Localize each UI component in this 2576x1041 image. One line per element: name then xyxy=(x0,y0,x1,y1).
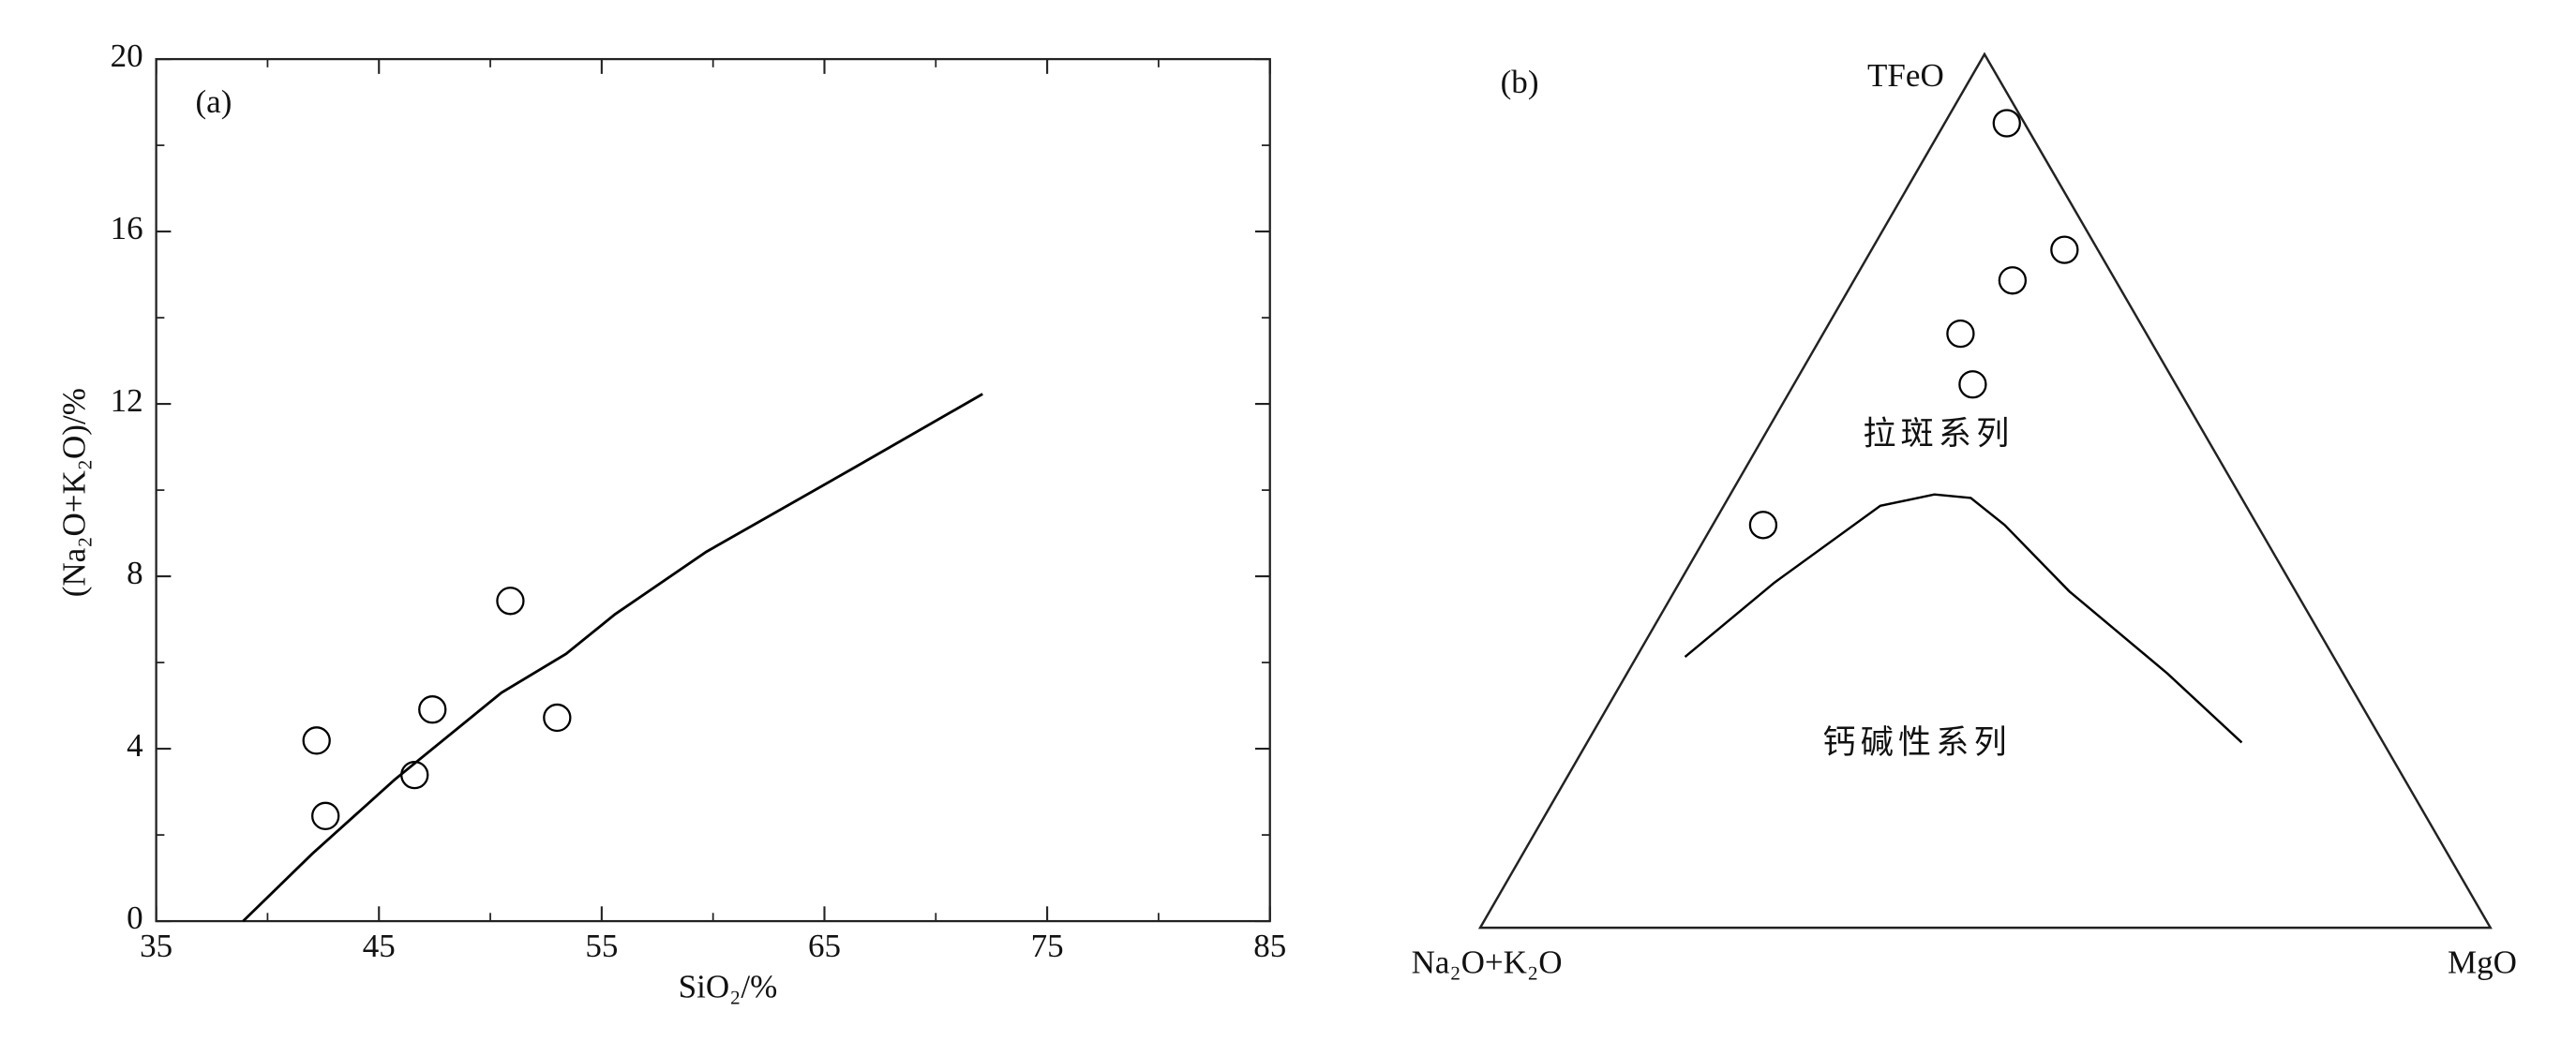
data-point xyxy=(543,703,572,733)
data-point xyxy=(418,695,447,724)
panel-label: (a) xyxy=(196,83,232,120)
y-tick-label: 12 xyxy=(111,382,143,419)
data-point xyxy=(1748,511,1778,540)
corner-label: Na₂O+K₂O xyxy=(1412,944,1563,980)
region-label: 拉斑系列 xyxy=(1863,414,2014,453)
x-tick-label: 65 xyxy=(808,928,841,964)
region-label: 钙碱性系列 xyxy=(1822,723,2011,762)
ternary-frame xyxy=(1477,52,2493,929)
x-tick-label: 45 xyxy=(363,928,396,964)
data-point xyxy=(311,801,340,830)
y-tick-label: 8 xyxy=(127,555,143,591)
y-tick-label: 20 xyxy=(111,37,143,74)
data-point xyxy=(1992,109,2021,138)
panel-label: (b) xyxy=(1501,64,1539,100)
data-point xyxy=(1998,266,2028,295)
x-tick-label: 55 xyxy=(585,928,618,964)
y-axis-label: (Na₂O+K₂O)/% xyxy=(56,388,93,597)
corner-label: MgO xyxy=(2448,944,2517,980)
boundary-curve xyxy=(1684,493,2243,744)
data-point xyxy=(496,587,525,616)
boundary-line xyxy=(242,393,983,923)
plot-frame xyxy=(155,57,1271,923)
data-point xyxy=(1958,370,1987,399)
x-tick-label: 75 xyxy=(1031,928,1064,964)
x-tick-label: 85 xyxy=(1253,928,1286,964)
corner-label: TFeO xyxy=(1867,57,1944,94)
data-point xyxy=(302,726,331,755)
y-tick-label: 4 xyxy=(127,727,143,764)
data-point xyxy=(1946,319,1975,349)
data-point xyxy=(400,760,429,790)
y-tick-label: 16 xyxy=(111,210,143,246)
data-point xyxy=(2050,235,2079,264)
x-tick-label: 35 xyxy=(140,928,172,964)
y-tick-label: 0 xyxy=(127,900,143,936)
x-axis-label: SiO₂/% xyxy=(679,969,778,1005)
